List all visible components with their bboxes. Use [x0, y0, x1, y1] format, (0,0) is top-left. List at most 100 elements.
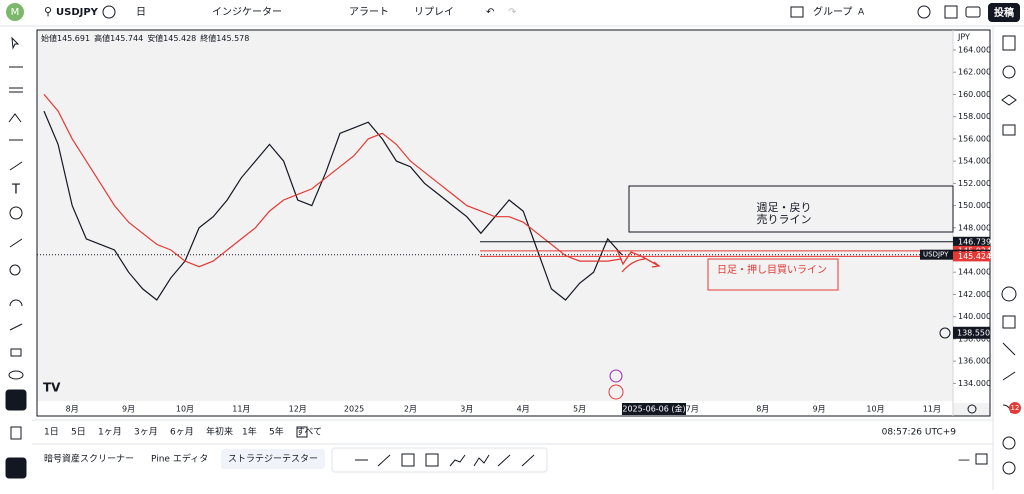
x-tick-label: 7月 — [686, 405, 699, 414]
settings[interactable] — [917, 5, 931, 19]
y-tick-label: 148.000 — [958, 223, 991, 232]
symbol[interactable]: USDJPY — [56, 7, 99, 18]
range-button[interactable]: 6ヶ月 — [170, 427, 194, 438]
alert[interactable]: アラート — [349, 6, 389, 18]
price-label-box — [953, 251, 990, 262]
notification-badge — [1009, 402, 1021, 414]
x-tick-label: 4月 — [517, 405, 530, 414]
y-tick-label: 136.000 — [958, 357, 991, 366]
x-tick-label: 9月 — [813, 405, 826, 414]
ohlc: 始値145.691 高値145.744 安値145.428 終値145.578 — [41, 33, 249, 43]
search-icon: ⚲ — [44, 5, 52, 18]
price-line — [43, 110, 623, 301]
event-marker[interactable] — [609, 369, 623, 383]
add-button[interactable] — [939, 327, 951, 339]
tv-logo: 𝗧𝗩 — [43, 381, 61, 395]
right-tools[interactable] — [1001, 35, 1017, 475]
group[interactable]: グループ — [813, 5, 852, 18]
price-label-box — [953, 236, 990, 247]
x-tick-label: 10月 — [866, 405, 884, 414]
ohlc-item: 高値145.744 — [94, 33, 143, 43]
floating-tools[interactable] — [355, 453, 535, 467]
y-tick-label: 144.000 — [958, 268, 991, 277]
panel-tab[interactable]: Pine エディタ — [151, 453, 208, 465]
redo[interactable]: ↷ — [508, 7, 517, 18]
badge-count: 12 — [1011, 404, 1020, 412]
top-toolbar — [0, 0, 1024, 26]
x-tick-label: 9月 — [122, 405, 135, 414]
y-tick-label: 140.000 — [958, 312, 991, 321]
y-tick-label: 164.000 — [958, 46, 991, 55]
x-tick-label: 12月 — [289, 405, 307, 414]
x-tick-label: 11月 — [232, 405, 250, 414]
maximize[interactable] — [975, 453, 988, 465]
date-label: 2025-06-06 (金) — [622, 404, 685, 414]
left-toolbar — [0, 27, 32, 490]
x-tick-label: 2025 — [344, 405, 364, 414]
svg-text:T: T — [11, 183, 20, 198]
font-a[interactable]: A — [858, 8, 865, 18]
undo[interactable]: ↶ — [486, 7, 494, 18]
x-tick-label: 8月 — [66, 405, 79, 414]
layout-icon[interactable] — [790, 6, 804, 18]
symbol-label-box — [920, 249, 953, 260]
range-button[interactable]: 5年 — [269, 426, 284, 438]
y-tick-label: 160.000 — [958, 90, 991, 99]
price-line — [43, 94, 622, 268]
floating-toolbar — [331, 447, 548, 473]
ohlc-item: 始値145.691 — [41, 33, 90, 43]
axis-settings[interactable] — [967, 404, 977, 414]
y-tick-label: 162.000 — [958, 68, 991, 77]
replay[interactable]: リプレイ — [414, 6, 454, 18]
x-tick-label: 10月 — [176, 405, 194, 414]
indicators[interactable]: インジケーター — [212, 6, 282, 18]
resistance-box — [628, 185, 954, 233]
ohlc-item: 安値145.428 — [147, 33, 196, 43]
y-tick-label: 134.000 — [958, 379, 991, 388]
event-marker[interactable] — [608, 384, 624, 400]
projection-arrow — [616, 249, 661, 268]
y-tick-label: 152.000 — [958, 179, 991, 188]
snapshot[interactable] — [965, 6, 981, 18]
y-tick-label: 158.000 — [958, 112, 991, 121]
ohlc-item: 終値145.578 — [200, 33, 249, 43]
y-tick-label: 138.000 — [958, 334, 991, 343]
range-button[interactable]: 1日 — [44, 427, 59, 438]
range-button[interactable]: 5日 — [71, 427, 86, 438]
chart-pane — [37, 30, 990, 416]
symbol-label: USDJPY — [923, 251, 949, 259]
x-tick-label: 3月 — [460, 405, 473, 414]
range-button[interactable]: 3ヶ月 — [134, 427, 158, 438]
currency: JPY — [957, 33, 970, 42]
y-tick-label: 154.000 — [958, 157, 991, 166]
crosshair-price-box — [953, 326, 990, 339]
drawing-tools[interactable]: T — [5, 36, 27, 479]
time-axis — [37, 401, 953, 416]
fullscreen[interactable] — [944, 5, 958, 19]
projection-arrow — [621, 258, 646, 273]
annotation: 売りライン — [757, 213, 812, 226]
x-tick-label: 11月 — [923, 405, 941, 414]
range-button[interactable]: 年初来 — [206, 426, 233, 438]
range-button[interactable]: すべて — [296, 427, 322, 438]
panel-tab[interactable]: ストラテジーテスター — [228, 454, 318, 465]
x-tick-label: 8月 — [756, 405, 769, 414]
date-range-icon[interactable] — [296, 426, 308, 438]
crosshair-price: 138.550 — [957, 328, 990, 337]
avatar[interactable] — [6, 3, 24, 21]
x-tick-label: 2月 — [404, 405, 417, 414]
add-symbol[interactable] — [102, 5, 116, 19]
publish-button[interactable] — [988, 3, 1020, 22]
y-tick-label: 150.000 — [958, 201, 991, 210]
clock: 08:57:26 UTC+9 — [882, 428, 957, 438]
minimize[interactable]: — — [958, 453, 970, 467]
range-button[interactable]: 1年 — [242, 426, 257, 438]
annotation: 週足・戻り — [757, 201, 812, 214]
x-tick-label: 5月 — [573, 405, 586, 414]
interval[interactable]: 日 — [136, 7, 146, 18]
range-button[interactable]: 1ヶ月 — [98, 427, 122, 438]
annotation: 日足・押し目買いライン — [717, 263, 827, 276]
panel-tab[interactable]: 暗号資産スクリーナー — [44, 453, 134, 465]
chart-border — [36, 29, 991, 417]
